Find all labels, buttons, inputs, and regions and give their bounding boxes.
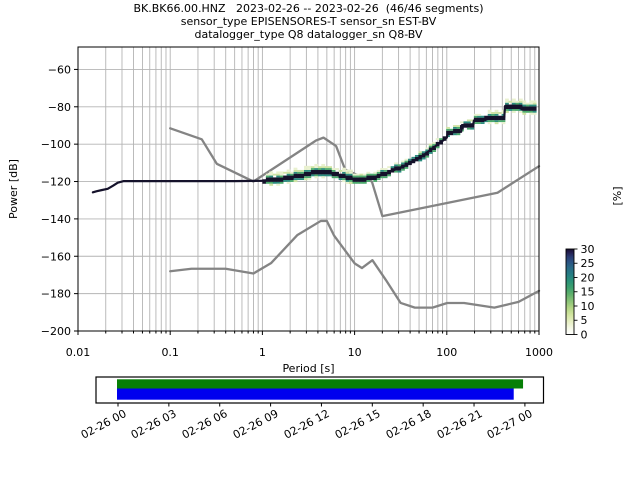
svg-text:25: 25 bbox=[581, 257, 595, 270]
figure-title: BK.BK66.00.HNZ 2023-02-26 -- 2023-02-26 … bbox=[78, 2, 539, 41]
title-line-3: datalogger_type Q8 datalogger_sn Q8-BV bbox=[194, 28, 423, 41]
svg-text:10: 10 bbox=[348, 346, 362, 359]
plot-frame bbox=[77, 46, 540, 332]
x-axis-label: Period [s] bbox=[282, 362, 334, 375]
psd-mode-line bbox=[91, 104, 535, 194]
svg-text:−160: −160 bbox=[41, 250, 71, 263]
title-line-1: BK.BK66.00.HNZ 2023-02-26 -- 2023-02-26 … bbox=[133, 2, 484, 15]
timeline-bar-bottom bbox=[117, 388, 514, 400]
svg-text:0: 0 bbox=[581, 328, 588, 341]
colorbar-label: [%] bbox=[611, 186, 624, 205]
timeline-coverage bbox=[95, 376, 545, 407]
noise-model-curves bbox=[169, 127, 541, 309]
svg-text:5: 5 bbox=[581, 314, 588, 327]
svg-text:−120: −120 bbox=[41, 176, 71, 189]
svg-text:100: 100 bbox=[436, 346, 457, 359]
axis-ticks bbox=[74, 68, 540, 335]
grid-lines bbox=[77, 47, 540, 331]
title-line-2: sensor_type EPISENSORES-T sensor_sn EST-… bbox=[180, 15, 437, 28]
colorbar-gradient bbox=[565, 248, 575, 335]
svg-text:1: 1 bbox=[259, 346, 266, 359]
svg-text:10: 10 bbox=[581, 300, 595, 313]
svg-text:0.01: 0.01 bbox=[66, 346, 91, 359]
svg-text:15: 15 bbox=[581, 286, 595, 299]
svg-text:−80: −80 bbox=[48, 101, 71, 114]
y-tick-labels: −60 −80 −100 −120 −140 −160 −180 −200 bbox=[41, 63, 71, 338]
svg-text:−180: −180 bbox=[41, 288, 71, 301]
timeline-bar-top bbox=[117, 379, 524, 389]
svg-text:−60: −60 bbox=[48, 63, 71, 76]
svg-text:−100: −100 bbox=[41, 138, 71, 151]
svg-text:−200: −200 bbox=[41, 325, 71, 338]
nhnm-curve bbox=[169, 127, 541, 218]
svg-text:30: 30 bbox=[581, 243, 595, 256]
svg-text:1000: 1000 bbox=[525, 346, 553, 359]
nlnm-curve bbox=[169, 219, 541, 309]
svg-text:0.1: 0.1 bbox=[161, 346, 179, 359]
y-axis-label: Power [dB] bbox=[7, 159, 20, 219]
svg-text:20: 20 bbox=[581, 271, 595, 284]
x-tick-labels: 0.01 0.1 1 10 100 1000 bbox=[66, 346, 553, 359]
svg-text:−140: −140 bbox=[41, 213, 71, 226]
